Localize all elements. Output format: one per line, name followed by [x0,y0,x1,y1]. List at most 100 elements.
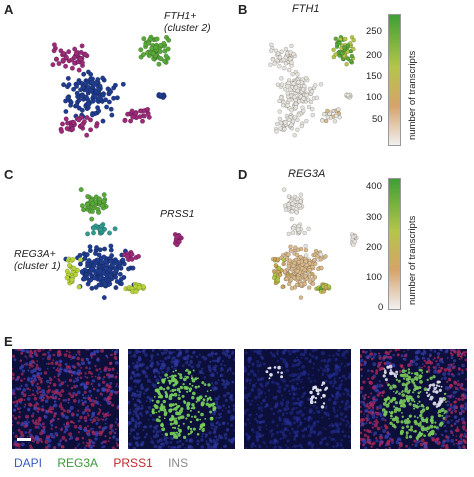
tissue-speck [22,388,27,392]
tissue-speck [446,400,448,402]
tissue-speck [103,376,106,379]
tissue-speck [407,368,411,371]
tissue-speck [197,385,200,388]
tissue-speck [47,354,52,358]
tsne-point [85,193,91,199]
tissue-speck [465,378,467,381]
tissue-speck [382,356,386,360]
tissue-speck [36,382,39,386]
tsne-point [297,99,302,104]
tissue-speck [112,435,116,439]
tissue-speck [301,378,303,381]
tissue-speck [373,352,377,357]
tissue-speck [82,396,86,400]
tissue-speck [288,392,292,396]
tissue-speck [206,400,209,402]
tissue-speck [233,429,235,432]
tissue-speck [87,442,91,446]
tissue-speck [203,427,205,430]
tissue-speck [59,367,63,371]
tissue-speck [281,432,285,435]
tissue-speck [158,349,162,351]
tissue-speck [150,440,154,444]
tissue-speck [383,370,387,374]
tissue-speck [295,406,298,409]
tissue-speck [188,440,192,443]
tissue-speck [73,365,77,369]
tissue-speck [380,366,384,371]
tissue-speck [77,350,81,354]
tissue-speck [446,367,448,370]
tsne-point [351,38,356,43]
tissue-speck [416,405,419,409]
tsne-point [281,257,286,262]
tissue-speck [460,356,463,359]
tissue-speck [405,436,409,439]
tsne-point [112,226,118,232]
tissue-speck [325,386,329,390]
tissue-speck [420,352,424,356]
tissue-speck [79,415,83,420]
tissue-speck [32,412,35,415]
tissue-speck [178,444,182,449]
tissue-speck [360,374,363,377]
tissue-speck [252,431,255,433]
tissue-speck [257,388,261,392]
tissue-speck [48,349,52,352]
tissue-speck [112,369,114,372]
tissue-speck [184,447,187,449]
tissue-speck [279,401,284,405]
tissue-speck [333,429,337,434]
tissue-speck [312,423,317,427]
tissue-speck [114,432,117,435]
tissue-speck [227,438,232,442]
tissue-speck [423,434,426,437]
tissue-speck [204,433,209,437]
panel-d-title: REG3A [288,168,326,180]
tissue-speck [255,382,257,385]
tissue-speck [276,351,279,354]
tissue-speck [343,406,348,411]
tissue-speck [252,372,257,377]
tissue-speck [21,421,24,424]
tissue-speck [94,365,97,368]
tissue-speck [39,372,43,375]
tissue-speck [245,447,248,449]
tissue-speck [395,390,399,393]
tissue-speck [284,362,289,367]
tsne-point [286,202,291,207]
tissue-speck [46,396,50,400]
tissue-speck [325,442,329,446]
tissue-speck [370,421,373,424]
tsne-point [125,111,131,117]
tsne-point [286,252,291,257]
tsne-point [86,84,92,90]
tissue-speck [28,394,30,397]
tissue-speck [171,403,175,407]
tissue-speck [274,403,279,407]
tissue-speck [270,429,274,432]
tsne-point [69,57,75,63]
tissue-speck [229,369,232,372]
tsne-point [291,81,296,86]
tissue-speck [249,422,251,424]
tissue-speck [313,431,315,433]
tissue-speck [454,416,457,419]
tissue-speck [280,366,283,369]
tissue-speck [117,404,119,408]
tissue-speck [219,373,224,378]
tissue-speck [408,414,412,418]
tissue-speck [413,407,416,410]
tsne-point [136,285,142,291]
tissue-speck [280,375,284,379]
tissue-speck [402,357,405,361]
tissue-speck [251,364,254,367]
tissue-speck [404,421,407,425]
tissue-speck [428,353,432,357]
tissue-speck [436,427,440,431]
tsne-point [279,76,284,81]
tissue-speck [419,405,421,408]
tissue-speck [232,372,235,375]
tissue-speck [426,357,430,361]
tissue-speck [111,446,115,449]
